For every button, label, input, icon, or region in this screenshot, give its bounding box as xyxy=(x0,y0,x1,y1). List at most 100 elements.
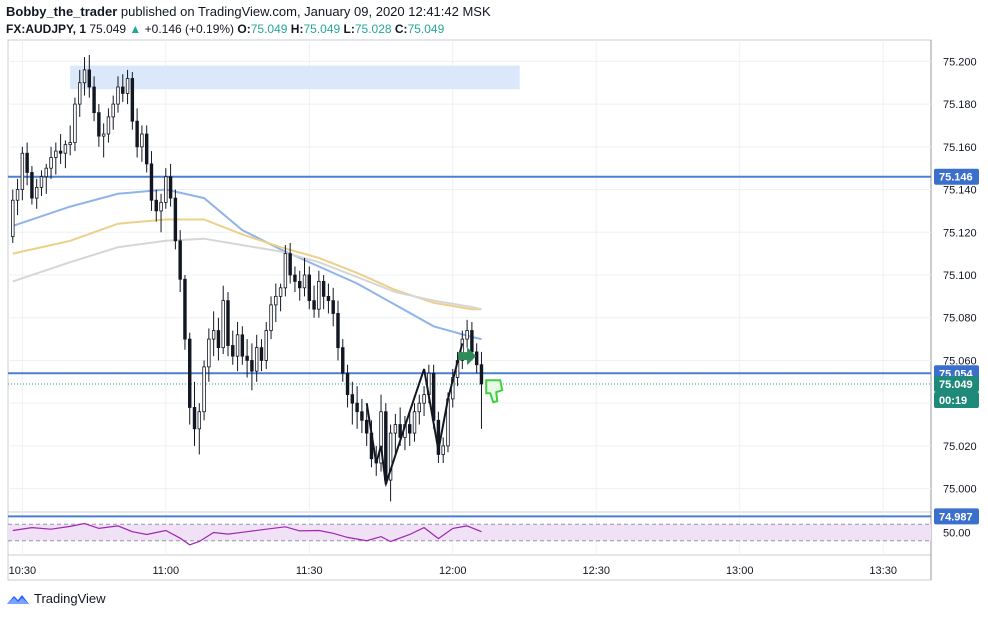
candle-body[interactable] xyxy=(321,281,326,297)
candle-body[interactable] xyxy=(173,197,178,242)
candle-body[interactable] xyxy=(278,287,283,297)
candle-body[interactable] xyxy=(417,402,422,413)
candle-body[interactable] xyxy=(164,176,168,203)
candle-body[interactable] xyxy=(398,424,402,438)
candle-body[interactable] xyxy=(412,411,417,434)
candle-body[interactable] xyxy=(87,69,92,88)
candle-body[interactable] xyxy=(20,152,25,190)
candle-body[interactable] xyxy=(44,167,48,178)
candle-body[interactable] xyxy=(25,152,29,173)
candle-body[interactable] xyxy=(470,330,474,353)
thumbs-down-icon[interactable] xyxy=(485,379,504,404)
candle-body[interactable] xyxy=(30,172,34,199)
candle-body[interactable] xyxy=(408,424,412,434)
drawn-pattern-line[interactable] xyxy=(365,343,464,485)
candle-body[interactable] xyxy=(97,112,101,137)
candle-body[interactable] xyxy=(393,424,398,434)
candle-body[interactable] xyxy=(283,253,288,289)
candle-body[interactable] xyxy=(474,351,479,366)
candle-body[interactable] xyxy=(111,103,115,118)
candle-body[interactable] xyxy=(422,394,426,404)
candle-body[interactable] xyxy=(73,103,77,143)
candle-body[interactable] xyxy=(183,278,187,340)
candle-body[interactable] xyxy=(264,330,268,361)
symbol-name[interactable]: FX:AUDJPY, 1 xyxy=(6,22,87,36)
author-name[interactable]: Bobby_the_trader xyxy=(6,4,118,19)
candle-body[interactable] xyxy=(245,355,249,361)
candle-body[interactable] xyxy=(125,78,130,94)
candle-body[interactable] xyxy=(78,82,82,105)
candle-body[interactable] xyxy=(82,69,87,84)
countdown-label[interactable]: 00:19 xyxy=(939,395,967,407)
footer-brand[interactable]: TradingView xyxy=(6,591,106,606)
candle-body[interactable] xyxy=(379,411,383,464)
candle-body[interactable] xyxy=(441,445,445,455)
candle-body[interactable] xyxy=(216,330,221,349)
level-price-label[interactable]: 74.987 xyxy=(939,511,973,523)
moving-average-line-3[interactable] xyxy=(12,237,482,311)
candle-body[interactable] xyxy=(54,150,58,158)
candle-body[interactable] xyxy=(154,199,158,212)
candle-body[interactable] xyxy=(360,411,364,421)
moving-average-line-2[interactable] xyxy=(12,218,482,311)
candle-body[interactable] xyxy=(364,419,369,434)
candle-body[interactable] xyxy=(235,334,240,357)
candle-body[interactable] xyxy=(92,86,96,114)
candle-body[interactable] xyxy=(207,338,211,368)
candle-body[interactable] xyxy=(149,163,154,201)
candle-body[interactable] xyxy=(269,304,273,331)
candle-body[interactable] xyxy=(63,144,68,154)
candle-body[interactable] xyxy=(288,253,292,276)
candle-body[interactable] xyxy=(101,133,106,137)
candle-body[interactable] xyxy=(331,300,335,314)
candle-body[interactable] xyxy=(197,411,202,430)
level-price-label[interactable]: 75.146 xyxy=(939,172,973,184)
candle-body[interactable] xyxy=(130,78,135,122)
candle-body[interactable] xyxy=(254,347,259,372)
candle-body[interactable] xyxy=(135,120,139,148)
candle-body[interactable] xyxy=(221,300,225,349)
candle-body[interactable] xyxy=(121,86,125,94)
candle-body[interactable] xyxy=(231,345,235,357)
candle-body[interactable] xyxy=(116,86,120,105)
candle-body[interactable] xyxy=(226,300,230,346)
candle-body[interactable] xyxy=(355,402,359,413)
candle-body[interactable] xyxy=(345,372,350,396)
candle-body[interactable] xyxy=(388,432,393,481)
candle-body[interactable] xyxy=(274,295,278,306)
candle-body[interactable] xyxy=(144,133,149,165)
candle-body[interactable] xyxy=(465,330,469,340)
candle-body[interactable] xyxy=(326,295,331,302)
candle-body[interactable] xyxy=(140,133,144,148)
candle-body[interactable] xyxy=(68,142,72,146)
candle-body[interactable] xyxy=(341,347,345,374)
candle-body[interactable] xyxy=(307,274,312,302)
candle-body[interactable] xyxy=(293,274,297,282)
candle-body[interactable] xyxy=(58,150,63,154)
candle-body[interactable] xyxy=(302,274,307,289)
candle-body[interactable] xyxy=(250,360,254,372)
candle-body[interactable] xyxy=(240,334,245,357)
candle-body[interactable] xyxy=(168,176,173,199)
resistance-zone[interactable] xyxy=(70,65,520,90)
candle-body[interactable] xyxy=(336,313,340,349)
candle-body[interactable] xyxy=(192,407,197,430)
candle-body[interactable] xyxy=(259,347,264,361)
candle-body[interactable] xyxy=(11,199,15,237)
candle-body[interactable] xyxy=(39,176,44,188)
candle-body[interactable] xyxy=(298,281,302,289)
arrow-right-icon[interactable] xyxy=(458,347,477,366)
candle-body[interactable] xyxy=(159,201,163,212)
candle-body[interactable] xyxy=(211,330,216,340)
rsi-line[interactable] xyxy=(12,522,482,546)
candle-body[interactable] xyxy=(106,116,111,135)
candle-body[interactable] xyxy=(317,281,321,310)
candle-body[interactable] xyxy=(34,187,39,199)
candle-body[interactable] xyxy=(350,394,355,404)
moving-average-line-1[interactable] xyxy=(12,188,482,341)
candle-body[interactable] xyxy=(202,366,206,413)
candle-body[interactable] xyxy=(15,189,20,201)
candle-body[interactable] xyxy=(312,300,316,310)
last-price-label[interactable]: 75.049 xyxy=(939,379,973,391)
